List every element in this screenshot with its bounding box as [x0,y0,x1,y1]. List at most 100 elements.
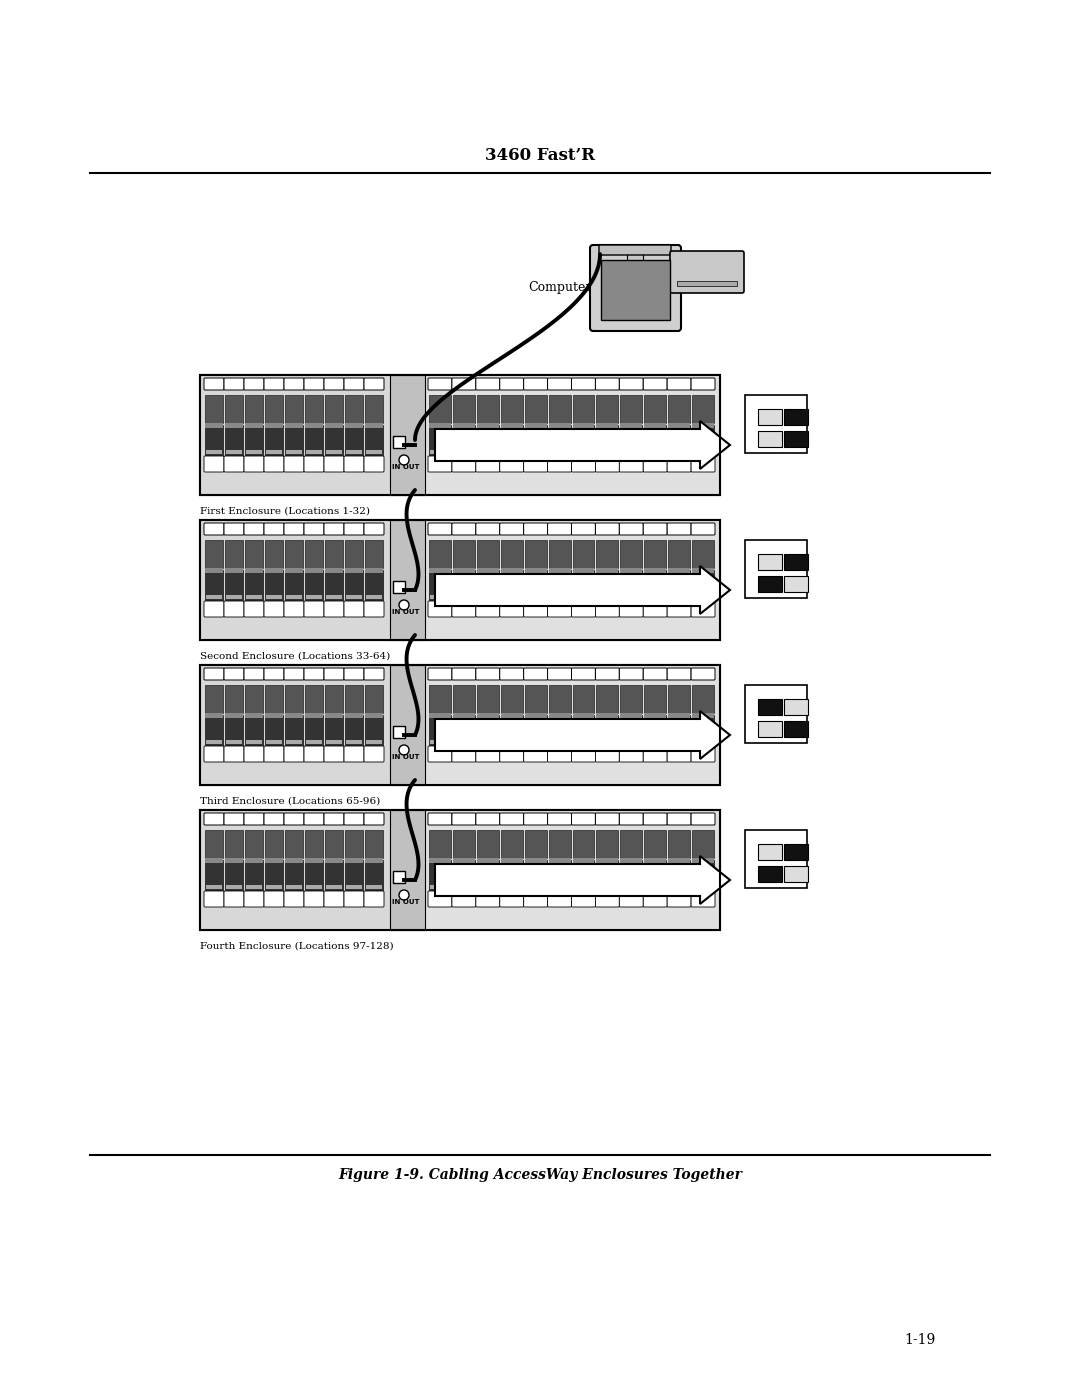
FancyBboxPatch shape [571,601,595,617]
Bar [620,712,643,718]
Bar [225,425,243,455]
Bar [573,595,593,599]
Bar [225,830,243,858]
Bar [225,570,243,599]
Bar [669,858,690,863]
Bar [429,830,451,858]
Bar [549,830,570,858]
Bar [345,569,363,573]
FancyBboxPatch shape [595,891,619,907]
Bar [621,595,642,599]
FancyBboxPatch shape [204,891,224,907]
Text: IN OUT: IN OUT [392,464,419,469]
Bar [305,861,323,890]
Bar [453,395,475,423]
Bar [501,570,523,599]
Bar [365,423,383,427]
Text: 2: 2 [750,434,756,443]
Bar [620,861,643,890]
FancyBboxPatch shape [244,746,264,761]
Bar [285,423,303,427]
Bar [365,861,383,890]
Bar [692,685,714,712]
FancyBboxPatch shape [428,746,451,761]
Bar [200,374,720,495]
Bar [345,861,363,890]
Bar [326,450,342,454]
FancyBboxPatch shape [451,601,476,617]
Bar [525,423,546,427]
Bar [200,374,390,495]
FancyBboxPatch shape [264,601,284,617]
Bar [245,569,264,573]
Bar [305,425,323,455]
FancyBboxPatch shape [571,813,595,826]
FancyBboxPatch shape [571,379,595,390]
FancyBboxPatch shape [244,813,264,826]
Text: On: On [783,689,799,697]
FancyBboxPatch shape [524,601,548,617]
FancyBboxPatch shape [590,244,681,331]
Bar [430,595,450,599]
Bar [365,858,383,863]
Bar [205,712,222,718]
Bar [286,595,302,599]
Bar [572,685,594,712]
Bar [525,715,546,745]
Bar [345,712,363,718]
Bar [572,570,594,599]
FancyBboxPatch shape [619,668,644,680]
Bar [525,541,546,569]
Bar [501,715,523,745]
FancyBboxPatch shape [548,522,571,535]
FancyBboxPatch shape [476,813,500,826]
Bar [265,861,283,890]
Bar [245,570,264,599]
Bar [346,450,362,454]
Bar [200,374,720,495]
Bar [477,450,498,454]
FancyBboxPatch shape [670,251,744,293]
Bar [453,570,475,599]
Bar [645,425,666,455]
FancyBboxPatch shape [284,746,303,761]
FancyBboxPatch shape [428,891,451,907]
Text: IN OUT: IN OUT [392,900,419,905]
Bar [226,886,242,888]
Bar [549,569,570,573]
FancyBboxPatch shape [644,379,667,390]
Bar [453,830,475,858]
Bar [365,570,383,599]
Text: On: On [783,543,799,552]
FancyBboxPatch shape [476,668,500,680]
Bar [596,685,619,712]
FancyBboxPatch shape [500,813,524,826]
Bar [525,685,546,712]
Bar [501,395,523,423]
Bar [526,450,545,454]
Bar [429,570,451,599]
Bar [305,858,323,863]
Bar [596,425,619,455]
Bar [670,595,689,599]
Bar [572,395,594,423]
FancyBboxPatch shape [644,522,667,535]
Bar [265,423,283,427]
Bar [670,740,689,745]
FancyBboxPatch shape [644,813,667,826]
Bar [477,830,499,858]
Bar [645,830,666,858]
FancyBboxPatch shape [324,746,345,761]
Bar [745,830,807,888]
Bar [325,569,343,573]
Bar [346,886,362,888]
FancyBboxPatch shape [691,455,715,472]
Bar [225,715,243,745]
FancyBboxPatch shape [324,891,345,907]
Bar [477,569,499,573]
Bar [305,541,323,569]
FancyBboxPatch shape [524,522,548,535]
Bar [758,555,782,570]
Bar [245,715,264,745]
Bar [549,395,570,423]
